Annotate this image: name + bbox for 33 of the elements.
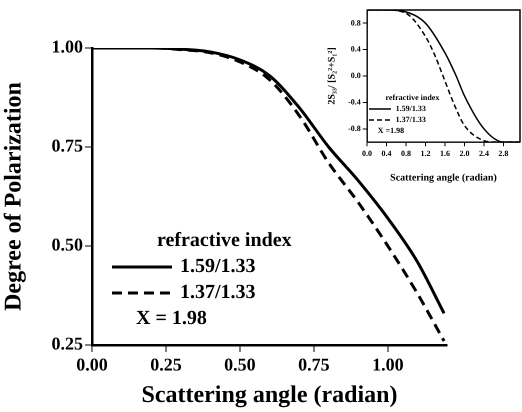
- annotation: X =1.98: [378, 126, 404, 136]
- x-axis-title: Scattering angle (radian): [390, 172, 497, 184]
- y-tick-label: 0.25: [52, 334, 83, 354]
- y-tick-label: 0.50: [52, 234, 83, 255]
- x-tick-label: 0.4: [381, 149, 392, 158]
- x-tick-label: 2.8: [498, 149, 508, 158]
- legend-title: refractive index: [157, 229, 292, 252]
- x-tick-label: 2.4: [478, 149, 489, 158]
- y-axis-title: 2S₃₃/ [S₂²+S₁²]: [326, 47, 338, 105]
- x-tick-label: 0.00: [76, 354, 108, 374]
- legend-label: 1.59/1.33: [396, 104, 426, 114]
- y-tick-label: 0.4: [350, 44, 361, 54]
- x-tick-label: 0.50: [224, 354, 256, 374]
- y-tick-label: -0.4: [348, 97, 361, 106]
- legend-title: refractive index: [386, 93, 440, 102]
- x-axis-title: Scattering angle (radian): [142, 382, 398, 408]
- legend-label: 1.59/1.33: [180, 255, 256, 278]
- y-tick-label: 0.0: [350, 71, 361, 80]
- y-tick-label: -0.8: [348, 124, 361, 133]
- x-tick-label: 1.2: [420, 149, 430, 158]
- x-tick-label: 1.6: [440, 149, 450, 158]
- x-tick-label: 0.75: [298, 354, 330, 374]
- legend-label: 1.37/1.33: [396, 115, 426, 124]
- x-tick-label: 0.8: [400, 149, 411, 158]
- legend-label: 1.37/1.33: [180, 281, 256, 304]
- x-tick-label: 1.00: [372, 354, 404, 374]
- y-tick-label: 0.8: [350, 18, 361, 28]
- y-tick-label: 1.00: [52, 36, 83, 57]
- x-tick-label: 0.25: [150, 354, 182, 374]
- x-tick-label: 0.0: [362, 149, 372, 158]
- annotation: X = 1.98: [136, 307, 207, 330]
- y-axis-title: Degree of Polarization: [0, 82, 27, 311]
- x-tick-label: 2.0: [459, 149, 470, 158]
